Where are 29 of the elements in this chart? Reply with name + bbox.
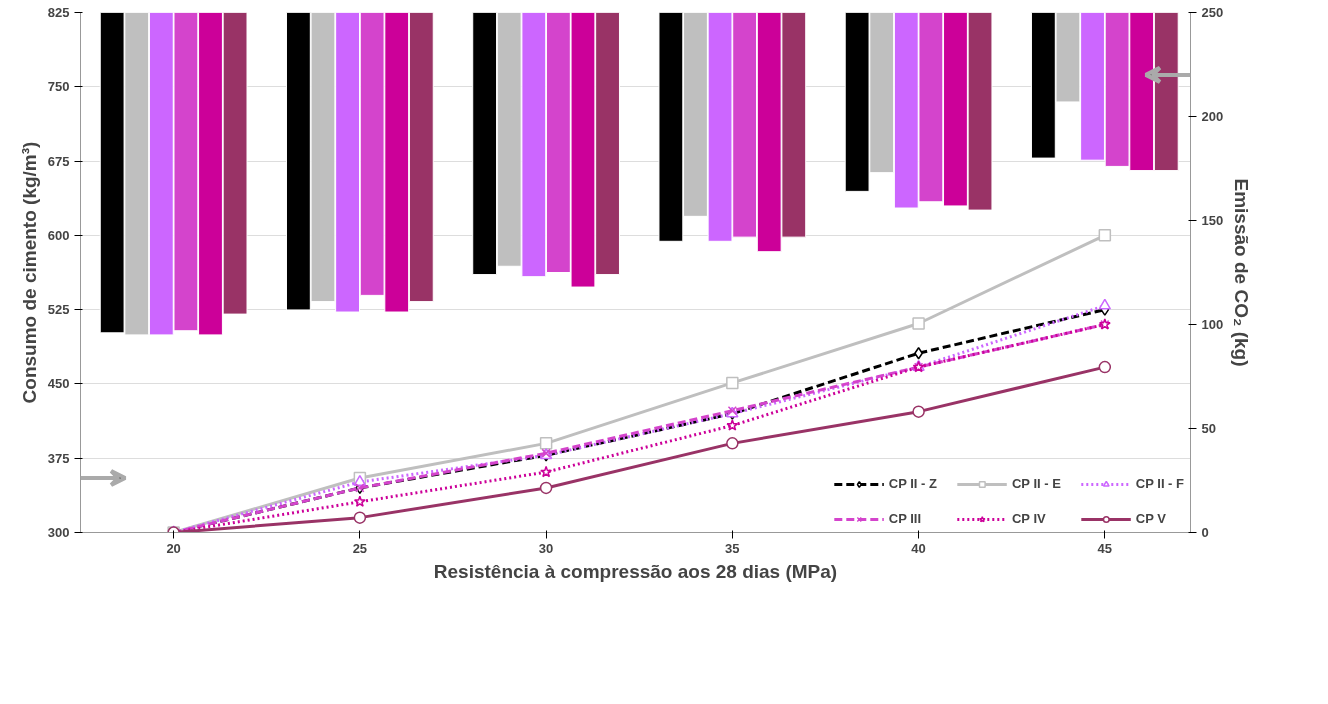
y2-axis-title: Emissão de CO₂ (kg) xyxy=(1231,178,1253,367)
x-tick-label: 25 xyxy=(352,540,368,556)
legend-label: CP IV xyxy=(1011,511,1046,526)
y2-tick-label: 150 xyxy=(1201,213,1224,228)
y2-tick-label: 50 xyxy=(1201,421,1216,436)
y2-tick-label: 200 xyxy=(1201,109,1224,124)
x-axis-title: Resistência à compressão aos 28 dias (MPa) xyxy=(433,560,838,582)
legend-label: CP III xyxy=(888,511,922,526)
y-tick-label: 525 xyxy=(47,302,70,318)
y2-tick-label: 100 xyxy=(1201,317,1224,332)
y-tick-label: 825 xyxy=(47,5,70,20)
x-tick-label: 40 xyxy=(911,540,926,556)
y-axis-title: Consumo de cimento (kg/m³) xyxy=(18,141,40,404)
legend-label: CP V xyxy=(1135,511,1166,526)
y2-tick-label: 250 xyxy=(1201,5,1224,20)
y2-tick-label: 0 xyxy=(1201,525,1209,540)
y-tick-label: 600 xyxy=(47,227,70,243)
legend-label: CP II - F xyxy=(1135,476,1184,491)
legend-label: CP II - E xyxy=(1011,476,1061,491)
x-tick-label: 45 xyxy=(1097,540,1113,556)
y-tick-label: 375 xyxy=(47,450,70,466)
legend-label: CP II - Z xyxy=(888,476,937,491)
x-tick-label: 30 xyxy=(538,540,554,556)
y-tick-label: 675 xyxy=(47,153,70,169)
y-tick-label: 750 xyxy=(47,79,70,95)
y-tick-label: 300 xyxy=(47,525,70,540)
x-tick-label: 35 xyxy=(725,540,740,556)
x-tick-label: 20 xyxy=(166,540,181,556)
y-tick-label: 450 xyxy=(47,376,70,392)
